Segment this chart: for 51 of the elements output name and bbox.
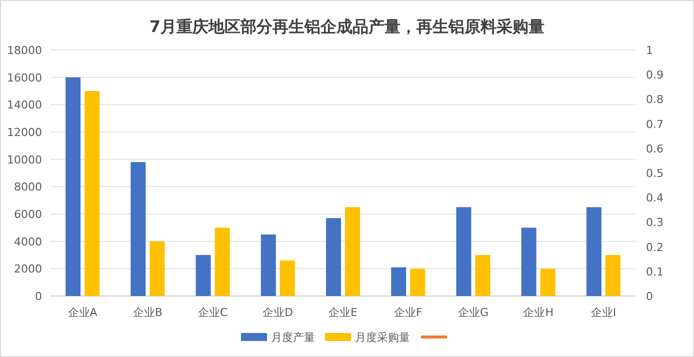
y2-tick-label: 0.2 (646, 240, 664, 254)
bar (260, 234, 276, 296)
y-tick-label: 16000 (7, 71, 42, 84)
y2-tick-label: 0 (646, 290, 653, 303)
y-tick-label: 4000 (14, 235, 42, 248)
legend-label: 月度产量 (271, 331, 315, 344)
y2-tick-label: 0.9 (646, 68, 664, 82)
y2-tick-label: 0.3 (646, 216, 664, 230)
y-tick-label: 2000 (14, 262, 42, 276)
y2-tick-label: 0.6 (646, 142, 664, 156)
bar (214, 228, 230, 296)
x-tick-label: 企业B (132, 306, 162, 319)
bar (280, 260, 295, 296)
bar (391, 267, 406, 296)
x-tick-label: 企业G (458, 306, 488, 319)
bar (150, 241, 165, 296)
y2-tick-label: 0.7 (646, 118, 664, 131)
bar (345, 207, 360, 296)
bar (66, 77, 81, 296)
bar (586, 207, 602, 296)
x-tick-label: 企业F (394, 306, 422, 319)
y-tick-label: 18000 (7, 44, 42, 57)
bar (130, 162, 146, 296)
y2-tick-label: 0.4 (646, 192, 664, 205)
y-tick-label: 14000 (7, 98, 42, 112)
y2-tick-label: 0.8 (646, 93, 664, 106)
bar (456, 207, 472, 296)
bar (605, 255, 620, 296)
y-tick-label: 12000 (7, 126, 42, 139)
x-tick-label: 企业D (262, 306, 294, 319)
legend-label: 月度采购量 (355, 331, 410, 344)
y2-tick-label: 1 (646, 44, 653, 57)
y-tick-label: 0 (35, 290, 42, 303)
bar (326, 218, 341, 296)
y2-tick-label: 0.5 (646, 167, 664, 180)
y-tick-label: 8000 (14, 180, 42, 194)
bar (84, 91, 100, 296)
chart-title: 7月重庆地区部分再生铝企成品产量，再生铝原料采购量 (149, 17, 545, 36)
bar (521, 228, 536, 296)
y-tick-label: 10000 (7, 153, 42, 166)
bar (410, 268, 426, 296)
x-tick-label: 企业E (328, 306, 358, 319)
bar (540, 268, 556, 296)
x-tick-label: 企业A (68, 306, 98, 319)
bar (475, 255, 490, 296)
x-tick-label: 企业I (590, 306, 616, 319)
x-tick-label: 企业C (198, 306, 228, 319)
y-tick-label: 6000 (14, 208, 42, 221)
x-tick-label: 企业H (523, 306, 554, 319)
bar (196, 255, 211, 296)
y2-tick-label: 0.1 (646, 265, 664, 278)
